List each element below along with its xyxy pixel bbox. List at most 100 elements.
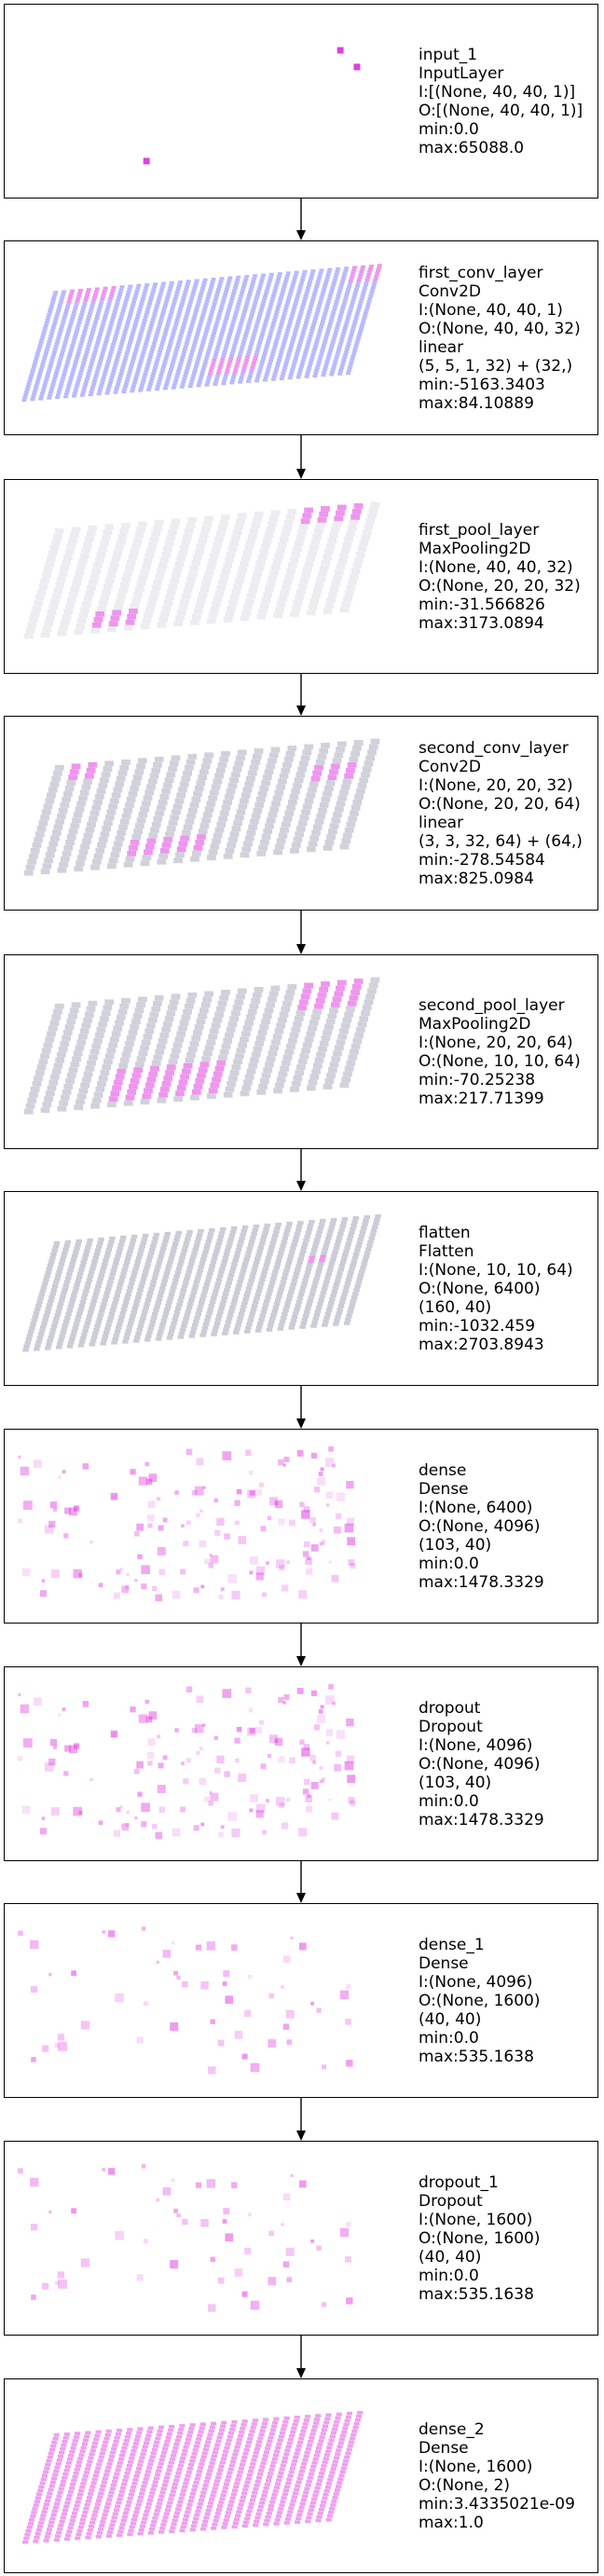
activation-point (286, 2277, 293, 2282)
grid-cell (189, 1330, 197, 1335)
grid-cell (52, 1244, 60, 1249)
activation-point (57, 2271, 65, 2279)
grid-cell (48, 2524, 54, 2528)
grid-cell (193, 1319, 199, 1323)
grid-cell (327, 1013, 337, 1020)
grid-cell (268, 2472, 274, 2475)
layer-detail: I:(None, 10, 10, 64) (419, 1260, 573, 1280)
activation-point (213, 1498, 219, 1503)
grid-cell (58, 385, 63, 389)
grid-cell (254, 377, 260, 380)
grid-cell (281, 315, 286, 319)
grid-cell (231, 292, 237, 295)
grid-cell (219, 810, 229, 816)
grid-cell (211, 1332, 217, 1336)
grid-cell (173, 2511, 181, 2515)
layer-name: flatten (419, 1223, 471, 1242)
grid-cell (77, 372, 83, 376)
grid-cell (133, 322, 139, 325)
grid-cell (166, 826, 176, 832)
grid-cell (235, 305, 240, 308)
grid-cell (131, 543, 141, 549)
grid-cell (240, 2423, 247, 2427)
grid-cell (133, 319, 139, 322)
grid-cell (67, 2489, 74, 2494)
grid-cell (326, 1268, 334, 1273)
grid-cell (91, 382, 97, 386)
grid-cell (115, 2468, 121, 2473)
grid-cell (342, 778, 352, 785)
grid-cell (105, 2429, 112, 2433)
grid-cell (260, 303, 266, 307)
grid-cell (208, 1267, 214, 1272)
grid-cell (88, 579, 98, 585)
grid-cell (186, 1051, 196, 1058)
grid-cell (63, 2468, 70, 2473)
grid-cell (179, 305, 184, 308)
grid-cell (78, 1088, 89, 1094)
grid-cell (272, 1306, 280, 1309)
grid-cell (203, 2480, 210, 2484)
grid-cell (259, 840, 269, 845)
grid-cell (140, 2452, 146, 2456)
grid-cell (330, 370, 336, 374)
grid-cell (192, 2484, 199, 2488)
grid-cell (149, 1283, 156, 1288)
grid-cell (156, 1261, 162, 1266)
grid-cell (253, 807, 263, 814)
grid-cell (215, 530, 226, 537)
grid-cell (65, 603, 76, 609)
grid-cell (35, 1070, 45, 1076)
grid-cell (269, 2464, 276, 2468)
grid-cell (111, 2446, 117, 2451)
grid-cell (317, 331, 323, 335)
grid-cell (56, 336, 62, 340)
grid-cell (227, 1273, 235, 1278)
grid-cell (286, 1294, 294, 1298)
grid-cell (115, 1074, 125, 1080)
grid-cell (211, 334, 216, 337)
grid-cell (42, 863, 52, 870)
grid-cell (198, 2430, 204, 2433)
layer-panel-dropout-1: dropout_1 Dropout I:(None, 1600) O:(None, 1… (4, 2141, 598, 2336)
grid-cell (50, 2513, 57, 2517)
grid-cell (48, 2447, 56, 2452)
grid-cell (323, 1083, 333, 1089)
grid-cell (339, 553, 349, 559)
grid-cell (169, 1328, 175, 1333)
grid-cell (283, 519, 294, 526)
activation-point (225, 1995, 234, 2004)
grid-cell (147, 299, 153, 302)
grid-cell (302, 353, 308, 357)
activation-point (262, 1829, 268, 1835)
grid-cell (135, 1331, 142, 1336)
grid-cell (151, 821, 161, 828)
grid-cell (136, 2431, 143, 2434)
grid-cell (65, 2533, 72, 2538)
grid-cell (240, 372, 245, 376)
grid-cell (106, 2498, 113, 2502)
grid-cell (116, 1014, 126, 1021)
grid-cell (317, 358, 323, 362)
grid-cell (284, 274, 290, 278)
grid-cell (118, 2526, 125, 2530)
grid-cell (164, 1308, 171, 1311)
grid-cell (341, 601, 351, 608)
grid-cell (161, 281, 167, 285)
grid-cell (352, 1292, 359, 1296)
activation-point (195, 1944, 202, 1951)
grid-cell (77, 1308, 84, 1311)
grid-cell (206, 348, 212, 351)
grid-cell (355, 281, 361, 285)
grid-cell (306, 610, 316, 616)
activation-point (156, 2198, 159, 2202)
grid-cell (117, 375, 123, 377)
grid-cell (186, 813, 196, 819)
grid-cell (264, 289, 269, 293)
grid-cell (113, 1333, 120, 1337)
grid-cell (242, 308, 248, 310)
grid-cell (156, 2432, 162, 2437)
grid-cell (286, 1257, 294, 1262)
grid-cell (215, 375, 220, 377)
grid-cell (286, 2477, 293, 2482)
